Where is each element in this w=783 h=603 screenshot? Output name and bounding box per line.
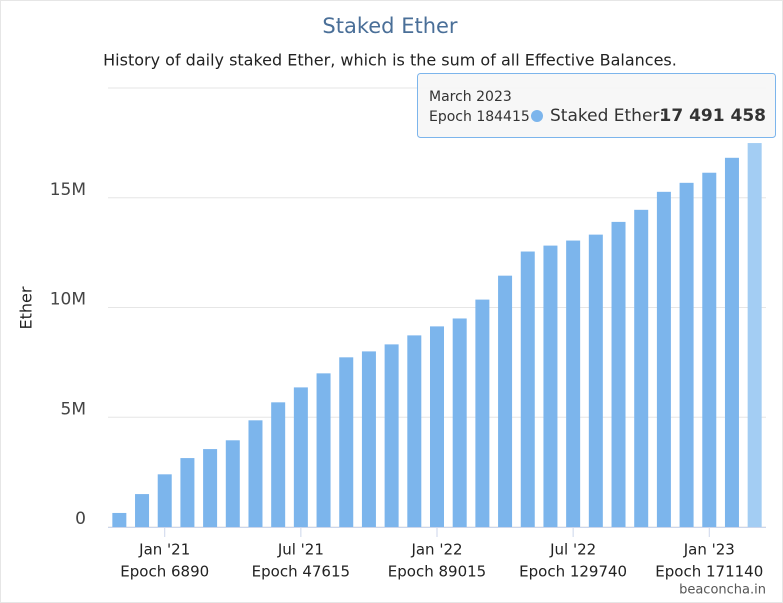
bar <box>611 221 626 527</box>
tooltip-dot <box>531 110 543 122</box>
x-tick-epoch: Epoch 129740 <box>519 563 627 581</box>
x-tick-label: Jan '21 <box>138 541 190 559</box>
bar <box>248 420 263 527</box>
bar <box>430 326 444 527</box>
bar <box>543 245 558 527</box>
tooltip-value: 17 491 458 <box>660 106 766 126</box>
chart-subtitle: History of daily staked Ether, which is … <box>103 51 677 70</box>
x-tick-epoch: Epoch 47615 <box>252 563 350 581</box>
y-tick-label: 0 <box>75 509 86 529</box>
bar <box>384 344 399 527</box>
bar <box>112 512 127 527</box>
bar <box>339 357 354 527</box>
bar <box>293 387 308 527</box>
bar <box>747 143 762 527</box>
tooltip-series: Staked Ether: <box>550 106 665 126</box>
bar <box>656 191 671 528</box>
bar <box>702 172 717 528</box>
x-tick-label: Jul '22 <box>549 541 596 559</box>
bar <box>566 240 581 528</box>
y-tick-label: 5M <box>61 399 86 419</box>
tooltip: March 2023 Epoch 184415 Staked Ether:17 49… <box>417 73 776 138</box>
y-tick-label: 10M <box>50 290 86 310</box>
bar <box>316 373 331 527</box>
bar <box>588 234 603 527</box>
bar <box>203 449 218 527</box>
tooltip-epoch: Epoch 184415 <box>429 109 530 125</box>
bar <box>135 494 150 527</box>
tooltip-box <box>417 73 776 138</box>
bar <box>520 251 535 527</box>
bar <box>361 351 376 527</box>
x-tick-epoch: Epoch 89015 <box>388 563 486 581</box>
x-tick-label: Jul '21 <box>277 541 324 559</box>
y-axis-title: Ether <box>17 286 36 329</box>
bar <box>498 275 513 527</box>
x-tick-label: Jan '22 <box>410 541 462 559</box>
tooltip-title: March 2023 <box>429 89 512 105</box>
x-tick-label: Jan '23 <box>683 541 735 559</box>
y-tick-label: 15M <box>50 180 86 200</box>
bar <box>679 182 694 527</box>
bar <box>475 299 490 527</box>
bar <box>724 157 739 527</box>
bar <box>271 402 286 527</box>
x-tick-epoch: Epoch 6890 <box>120 563 209 581</box>
bar <box>452 318 467 527</box>
bar <box>225 440 240 527</box>
x-tick-epoch: Epoch 171140 <box>655 563 763 581</box>
bar <box>180 458 195 527</box>
chart-title: Staked Ether <box>322 14 458 38</box>
bar <box>407 335 422 527</box>
credits: beaconcha.in <box>679 583 766 598</box>
bar <box>634 209 649 527</box>
bar <box>157 474 172 527</box>
